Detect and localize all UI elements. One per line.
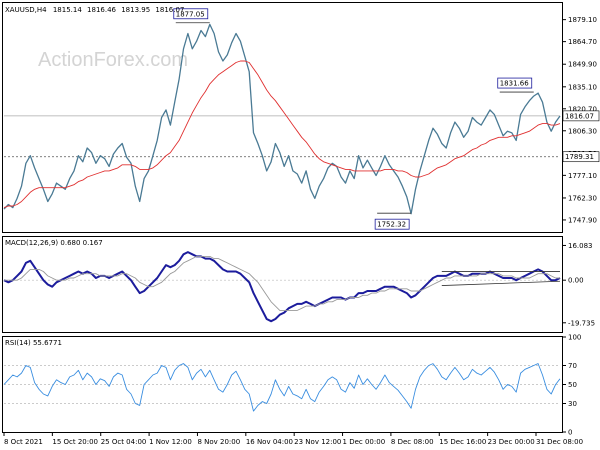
x-tick-label: 8 Oct 2021 — [4, 438, 43, 446]
rsi-title: RSI(14) 55.6771 — [5, 339, 62, 347]
price-reference-label: 1816.07 — [565, 112, 594, 120]
y-tick-label: 1747.90 — [568, 216, 597, 224]
x-tick-label: 23 Dec 00:00 — [488, 438, 535, 446]
x-tick-label: 8 Nov 20:00 — [197, 438, 240, 446]
macd-series-line — [4, 255, 560, 311]
price-chart-title: XAUUSD,H4 1815.14 1816.46 1813.95 1816.0… — [5, 6, 184, 14]
y-tick-label: 16.083 — [568, 242, 593, 250]
price-panel — [2, 2, 563, 233]
y-tick-label: 1849.90 — [568, 61, 597, 69]
price-series-line — [3, 23, 561, 215]
y-tick-label: 1835.10 — [568, 83, 597, 91]
close-value: 1816.07 — [155, 6, 184, 14]
y-tick-label: 1879.10 — [568, 16, 597, 24]
price-reference-label: 1789.31 — [565, 153, 594, 161]
y-tick-label: -19.735 — [568, 319, 595, 327]
price-reference-box — [562, 110, 600, 122]
low-value: 1813.95 — [121, 6, 150, 14]
watermark: ActionForex.com — [38, 49, 188, 71]
y-tick-label: 1777.10 — [568, 172, 597, 180]
high-value: 1816.46 — [87, 6, 116, 14]
macd-trend-line — [441, 280, 561, 286]
annotation-label: 1752.32 — [377, 221, 406, 229]
x-tick-label: 1 Dec 00:00 — [343, 438, 386, 446]
y-tick-label: 50 — [568, 381, 577, 389]
y-tick-label: 1864.70 — [568, 38, 597, 46]
annotation-box — [497, 77, 533, 89]
x-tick-label: 8 Dec 08:00 — [391, 438, 434, 446]
x-tick-label: 23 Nov 12:00 — [294, 438, 341, 446]
annotation-label: 1877.05 — [176, 10, 205, 18]
annotation-box — [173, 8, 209, 20]
x-tick-label: 16 Nov 04:00 — [246, 438, 293, 446]
x-tick-label: 31 Dec 08:00 — [536, 438, 583, 446]
y-tick-label: 1806.30 — [568, 127, 597, 135]
x-tick-label: 1 Nov 12:00 — [149, 438, 192, 446]
annotation-box — [374, 218, 410, 230]
symbol-label: XAUUSD,H4 — [5, 6, 47, 14]
y-tick-label: 1762.30 — [568, 194, 597, 202]
y-tick-label: 100 — [568, 334, 581, 342]
annotation-label: 1831.66 — [500, 80, 529, 88]
rsi-series-line — [3, 363, 561, 412]
x-tick-label: 25 Oct 04:00 — [101, 438, 147, 446]
rsi-panel — [2, 336, 563, 433]
open-value: 1815.14 — [53, 6, 82, 14]
y-tick-label: 1820.70 — [568, 105, 597, 113]
y-tick-label: 0.00 — [568, 277, 584, 285]
price-series-line — [3, 60, 561, 209]
x-tick-label: 15 Oct 20:00 — [52, 438, 98, 446]
price-reference-box — [562, 151, 600, 163]
y-tick-label: 30 — [568, 400, 577, 408]
macd-title: MACD(12,26,9) 0.680 0.167 — [5, 239, 103, 247]
x-tick-label: 15 Dec 16:00 — [439, 438, 486, 446]
y-tick-label: 70 — [568, 362, 577, 370]
y-tick-label: 0 — [568, 429, 572, 437]
